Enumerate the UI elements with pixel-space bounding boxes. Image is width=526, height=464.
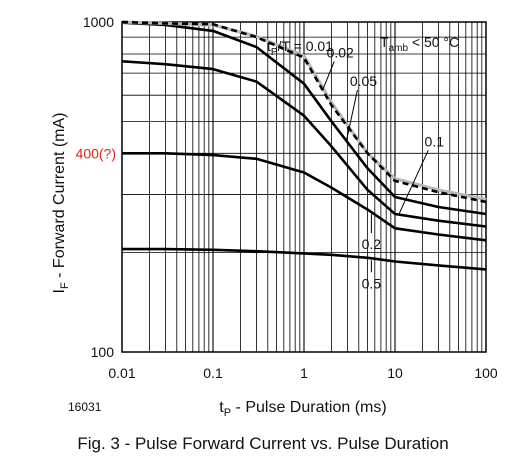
xlabel-sub: P	[224, 407, 231, 419]
leader-line	[345, 89, 358, 141]
curve-label-0-02: 0.02	[327, 45, 354, 61]
ylabel-rest: - Forward Current (mA)	[51, 113, 68, 283]
x-tick-label: 1	[300, 365, 308, 381]
y-axis-title: IF - Forward Current (mA)	[51, 113, 71, 294]
xlabel-rest: - Pulse Duration (ms)	[231, 399, 387, 416]
y-tick-label: 1000	[83, 14, 114, 30]
x-tick-label: 100	[474, 365, 498, 381]
legend-tp-main: t	[267, 38, 271, 54]
curve-0-5	[122, 247, 487, 271]
leader-line	[322, 61, 335, 89]
chart-curves	[121, 20, 487, 271]
curve-label-0-2: 0.2	[362, 236, 382, 252]
legend-duty: /T = 0.01	[278, 38, 334, 54]
figure-id: 16031	[68, 400, 102, 414]
legend-tp-sub: P	[271, 47, 278, 58]
curve-label-0-05: 0.05	[350, 73, 377, 89]
curve-label-0-1: 0.1	[425, 133, 445, 149]
x-tick-label: 0.1	[203, 365, 223, 381]
y-tick-label: 100	[91, 344, 115, 360]
curve-0-01	[121, 20, 487, 204]
cond-rest: < 50 °C	[408, 34, 459, 50]
curve-0-05	[121, 21, 487, 216]
x-tick-label: 10	[387, 365, 403, 381]
curve-labels: 0.02 0.05 0.1 0.2 0.5	[327, 45, 445, 292]
curve-0-2	[122, 152, 487, 242]
curve-0-1	[121, 60, 487, 228]
duty-cycle-legend: tP/T = 0.01	[267, 38, 333, 58]
leader-line	[398, 150, 429, 215]
tick-labels: 0.01 0.1 1 10 100 100 1000 400(?)	[76, 14, 498, 381]
y-annotation-label: 400(?)	[76, 145, 116, 161]
xlabel-main: t	[219, 399, 224, 416]
cond-t-sub: amb	[389, 43, 409, 54]
plot-frame	[121, 21, 487, 353]
label-leaders	[322, 61, 429, 273]
cond-t-main: T	[380, 34, 389, 50]
x-axis-title: tP - Pulse Duration (ms)	[219, 399, 386, 419]
curve-label-0-5: 0.5	[362, 275, 382, 291]
figure-caption: Fig. 3 - Pulse Forward Current vs. Pulse…	[77, 434, 449, 453]
ambient-condition-label: Tamb < 50 °C	[380, 34, 459, 54]
ylabel-main: I	[51, 289, 68, 293]
x-tick-label: 0.01	[108, 365, 135, 381]
ylabel-sub: F	[59, 282, 71, 289]
